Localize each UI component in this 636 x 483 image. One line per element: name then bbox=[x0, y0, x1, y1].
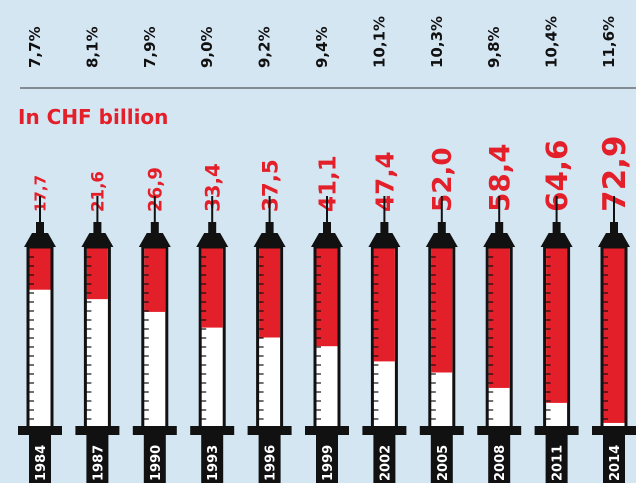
value-label: 21,6 bbox=[88, 171, 107, 212]
value-label: 26,9 bbox=[145, 167, 166, 212]
subtitle: In CHF billion bbox=[18, 105, 168, 129]
rod bbox=[143, 435, 166, 483]
share-label: 9,8% bbox=[485, 26, 503, 68]
fill-bar bbox=[259, 248, 281, 338]
share-label: 10,1% bbox=[370, 16, 388, 68]
flange bbox=[477, 426, 522, 435]
year-label: 2008 bbox=[493, 445, 508, 481]
value-label: 41,1 bbox=[315, 155, 341, 212]
needle-hub bbox=[265, 222, 274, 234]
needle-hub bbox=[150, 222, 159, 234]
flange bbox=[18, 426, 62, 435]
rod bbox=[86, 435, 109, 483]
share-label: 10,3% bbox=[428, 16, 446, 68]
needle-hub bbox=[323, 222, 331, 234]
year-label: 1999 bbox=[321, 445, 336, 481]
flange bbox=[592, 426, 636, 435]
share-label: 11,6% bbox=[600, 16, 618, 68]
barrel-top bbox=[368, 233, 401, 247]
fill-bar bbox=[201, 248, 223, 328]
barrel-top bbox=[253, 233, 286, 247]
needle-hub bbox=[208, 222, 217, 234]
barrel-top bbox=[138, 233, 171, 247]
year-label: 1987 bbox=[91, 445, 106, 481]
year-label: 2014 bbox=[608, 445, 623, 481]
barrel-top bbox=[196, 233, 229, 247]
needle-hub bbox=[93, 222, 102, 234]
needle-hub bbox=[437, 222, 446, 234]
flange bbox=[305, 426, 349, 435]
barrel-top bbox=[483, 233, 516, 247]
share-label: 8,1% bbox=[83, 26, 101, 68]
year-label: 1996 bbox=[264, 445, 279, 481]
rod bbox=[316, 435, 338, 483]
year-label: 1993 bbox=[206, 445, 221, 481]
rod bbox=[430, 435, 453, 483]
share-label: 9,0% bbox=[198, 26, 216, 68]
share-label: 9,4% bbox=[313, 26, 331, 68]
barrel-top bbox=[540, 233, 573, 247]
rod bbox=[603, 435, 625, 483]
year-label: 1984 bbox=[34, 445, 49, 481]
value-label: 72,9 bbox=[597, 136, 633, 213]
value-label: 17,7 bbox=[31, 175, 49, 212]
fill-bar bbox=[144, 248, 166, 312]
fill-bar bbox=[29, 248, 51, 290]
rod bbox=[488, 435, 511, 483]
fill-bar bbox=[546, 248, 568, 403]
needle-hub bbox=[380, 222, 389, 234]
needle-hub bbox=[36, 222, 44, 234]
flange bbox=[419, 426, 464, 435]
needle-hub bbox=[552, 222, 561, 234]
barrel-top bbox=[425, 233, 458, 247]
share-label: 7,7% bbox=[26, 26, 44, 68]
value-label: 52,0 bbox=[428, 147, 458, 212]
year-label: 2011 bbox=[551, 445, 566, 481]
flange bbox=[190, 426, 235, 435]
value-label: 33,4 bbox=[201, 163, 224, 212]
share-label: 9,2% bbox=[256, 26, 274, 68]
rod bbox=[258, 435, 281, 483]
flange bbox=[75, 426, 120, 435]
flange bbox=[362, 426, 407, 435]
year-label: 2005 bbox=[436, 445, 451, 481]
fill-bar bbox=[431, 248, 453, 373]
year-label: 2002 bbox=[378, 445, 393, 481]
share-label: 10,4% bbox=[543, 16, 561, 68]
fill-bar bbox=[488, 248, 510, 388]
barrel-top bbox=[81, 233, 114, 247]
year-label: 1990 bbox=[149, 445, 164, 481]
fill-bar bbox=[86, 248, 108, 300]
value-label: 37,5 bbox=[258, 159, 283, 212]
flange bbox=[132, 426, 177, 435]
barrel-top bbox=[311, 233, 343, 247]
fill-bar bbox=[316, 248, 338, 347]
share-label: 7,9% bbox=[141, 26, 159, 68]
flange bbox=[247, 426, 292, 435]
flange bbox=[534, 426, 579, 435]
fill-bar bbox=[603, 248, 625, 423]
rod bbox=[201, 435, 224, 483]
barrel-top bbox=[598, 233, 630, 247]
rod bbox=[373, 435, 396, 483]
rod bbox=[29, 435, 51, 483]
needle-hub bbox=[495, 222, 504, 234]
rod bbox=[545, 435, 568, 483]
needle-hub bbox=[610, 222, 618, 234]
barrel-top bbox=[24, 233, 56, 247]
fill-bar bbox=[373, 248, 395, 362]
